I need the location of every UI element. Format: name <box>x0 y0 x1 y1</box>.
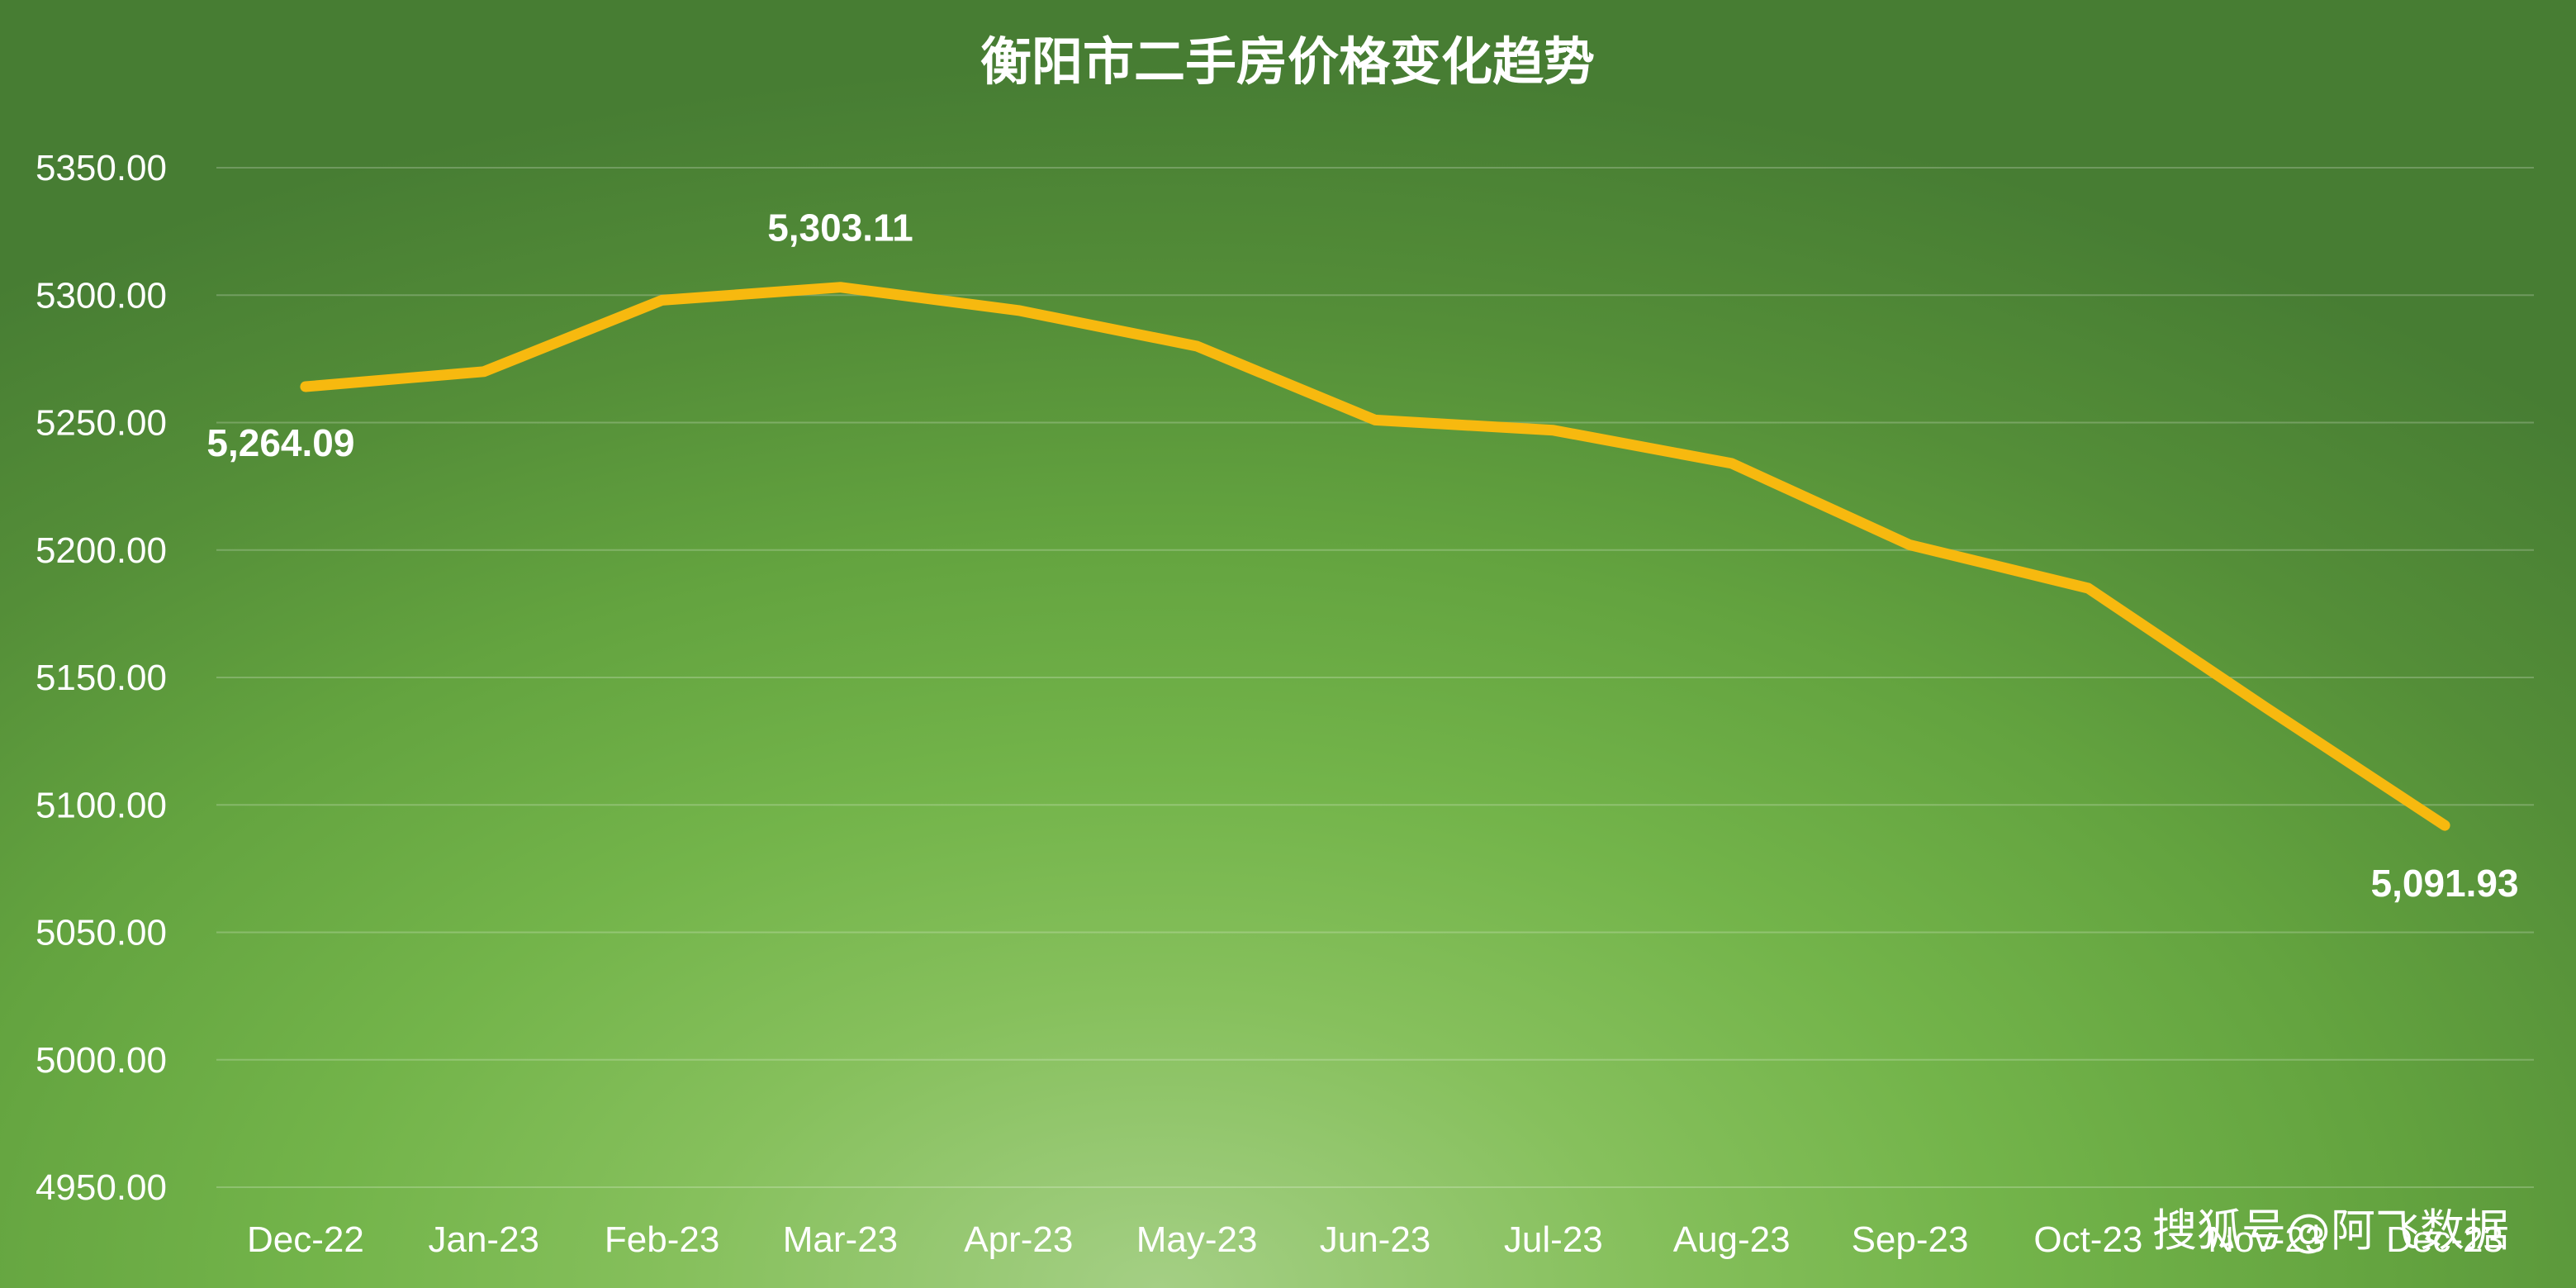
y-axis-tick-labels: 5350.00 5300.00 5250.00 5200.00 5150.00 5100.… <box>36 148 167 1208</box>
data-label: 5,091.93 <box>2371 862 2519 905</box>
x-tick-label: Jan-23 <box>428 1219 539 1260</box>
x-tick-label: Jul-23 <box>1504 1219 1603 1260</box>
x-tick-label: Aug-23 <box>1673 1219 1791 1260</box>
series-lines <box>300 282 2450 831</box>
x-tick-label: Dec-22 <box>247 1219 364 1260</box>
y-tick-label: 5000.00 <box>36 1040 167 1081</box>
x-tick-label: Mar-23 <box>783 1219 898 1260</box>
data-labels: 5,264.09 5,303.11 5,091.93 <box>206 207 2518 905</box>
x-tick-label: Jun-23 <box>1320 1219 1431 1260</box>
y-tick-label: 5200.00 <box>36 530 167 571</box>
x-tick-label: May-23 <box>1136 1219 1258 1260</box>
gridlines <box>216 167 2534 1188</box>
data-label: 5,303.11 <box>767 207 913 250</box>
y-tick-label: 5250.00 <box>36 403 167 444</box>
watermark-text: 搜狐号@阿飞数据 <box>2152 1205 2509 1257</box>
y-tick-label: 5100.00 <box>36 785 167 825</box>
x-tick-label: Sep-23 <box>1852 1219 1969 1260</box>
y-tick-label: 5150.00 <box>36 658 167 698</box>
x-tick-label: Dec-23 <box>2386 1219 2503 1260</box>
y-tick-label: 4950.00 <box>36 1167 167 1208</box>
y-tick-label: 5350.00 <box>36 148 167 188</box>
x-tick-label: Apr-23 <box>964 1219 1073 1260</box>
y-tick-label: 5050.00 <box>36 913 167 953</box>
y-tick-label: 5300.00 <box>36 275 167 316</box>
x-tick-label: Nov-23 <box>2208 1219 2325 1260</box>
chart-title: 衡阳市二手房价格变化趋势 <box>980 31 1595 92</box>
x-axis-tick-labels: Dec-22 Jan-23 Feb-23 Mar-23 Apr-23 May-23 Jun-… <box>247 1219 2503 1260</box>
data-label: 5,264.09 <box>206 421 354 464</box>
x-tick-label: Feb-23 <box>605 1219 719 1260</box>
series-line <box>300 282 2450 831</box>
x-tick-label: Oct-23 <box>2033 1219 2142 1260</box>
